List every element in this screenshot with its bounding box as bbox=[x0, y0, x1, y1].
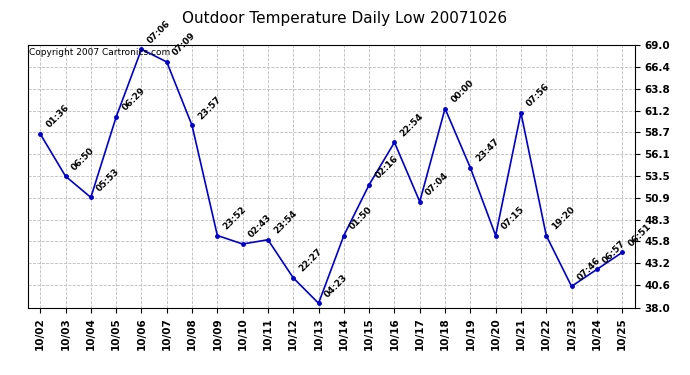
Text: Outdoor Temperature Daily Low 20071026: Outdoor Temperature Daily Low 20071026 bbox=[182, 11, 508, 26]
Text: 07:09: 07:09 bbox=[171, 31, 197, 58]
Text: 01:36: 01:36 bbox=[44, 103, 71, 130]
Text: 06:50: 06:50 bbox=[70, 146, 96, 172]
Text: 00:00: 00:00 bbox=[449, 78, 475, 104]
Text: 19:20: 19:20 bbox=[551, 205, 577, 231]
Text: 06:51: 06:51 bbox=[627, 222, 653, 248]
Text: 02:16: 02:16 bbox=[373, 154, 400, 180]
Text: 23:52: 23:52 bbox=[221, 205, 248, 231]
Text: 05:53: 05:53 bbox=[95, 167, 121, 193]
Text: 22:27: 22:27 bbox=[297, 247, 324, 274]
Text: 02:43: 02:43 bbox=[247, 213, 273, 240]
Text: 22:54: 22:54 bbox=[399, 111, 425, 138]
Text: 06:29: 06:29 bbox=[120, 86, 147, 113]
Text: 23:57: 23:57 bbox=[196, 94, 223, 121]
Text: 07:46: 07:46 bbox=[575, 255, 602, 282]
Text: 07:15: 07:15 bbox=[500, 205, 526, 231]
Text: Copyright 2007 Cartronics.com: Copyright 2007 Cartronics.com bbox=[29, 48, 170, 57]
Text: 06:57: 06:57 bbox=[601, 238, 628, 265]
Text: 07:06: 07:06 bbox=[146, 18, 172, 45]
Text: 23:54: 23:54 bbox=[272, 209, 299, 236]
Text: 07:04: 07:04 bbox=[424, 171, 451, 198]
Text: 07:56: 07:56 bbox=[525, 82, 552, 109]
Text: 04:23: 04:23 bbox=[323, 273, 349, 299]
Text: 01:50: 01:50 bbox=[348, 205, 375, 231]
Text: 23:47: 23:47 bbox=[475, 137, 502, 164]
